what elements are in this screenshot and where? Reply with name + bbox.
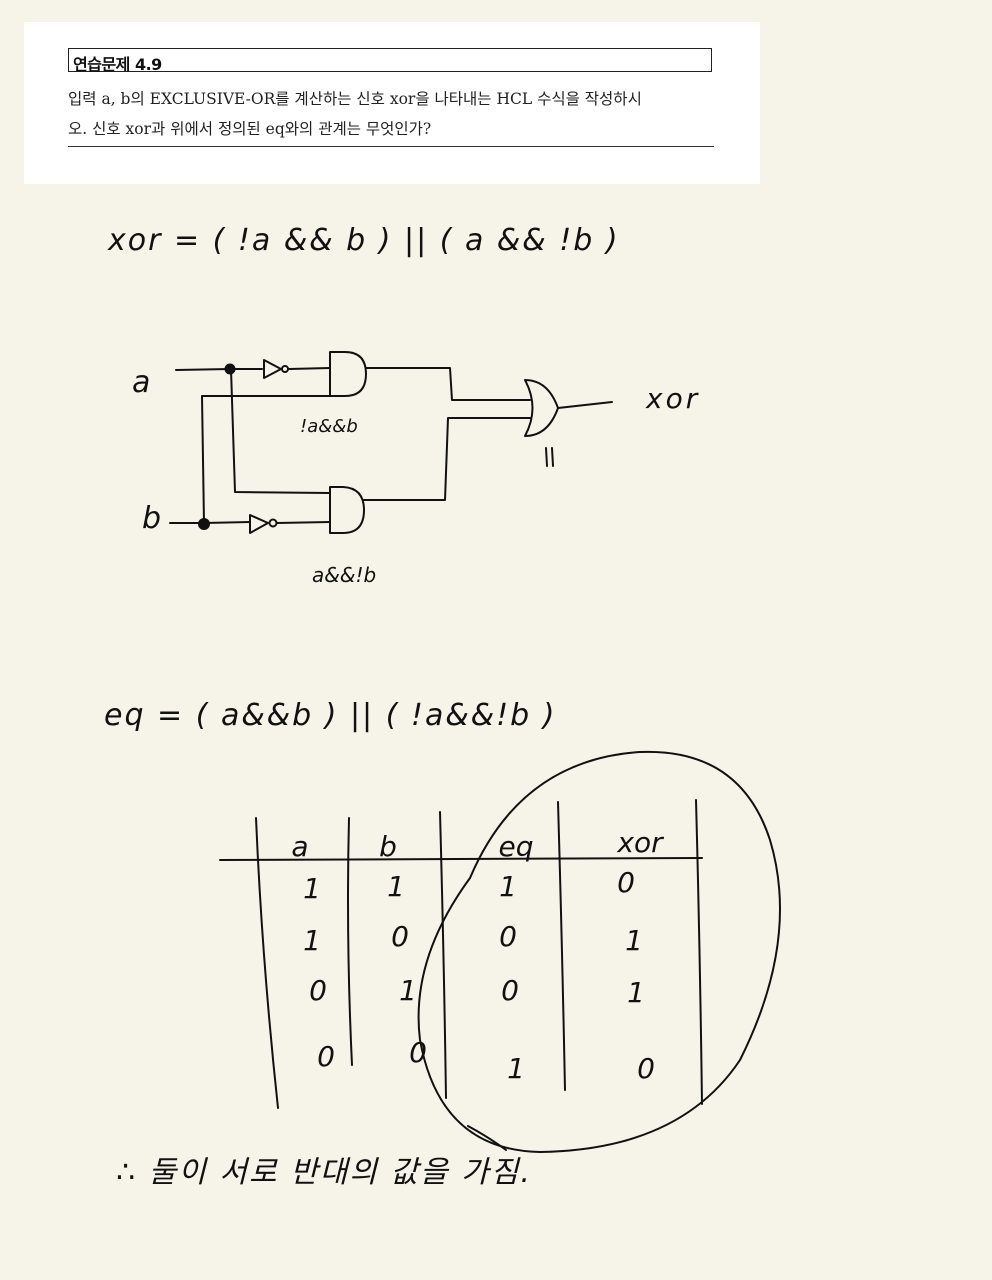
table-row-1-b: 1 xyxy=(387,870,405,903)
table-row-1-a: 1 xyxy=(303,872,321,905)
and-gate-upper xyxy=(329,351,367,397)
wire-lower-to-or xyxy=(363,417,531,501)
not-bubble-b xyxy=(268,518,278,528)
not-bubble-a xyxy=(281,365,289,373)
table-row-4-b: 0 xyxy=(409,1036,427,1069)
or-gate-mark xyxy=(545,447,554,467)
table-header-eq: eq xyxy=(499,830,534,863)
table-row-2-xor: 1 xyxy=(625,924,643,957)
table-row-2-a: 1 xyxy=(303,924,321,957)
table-header-xor: xor xyxy=(616,826,664,859)
truth-table-grid xyxy=(219,750,781,1153)
junction-b xyxy=(198,518,210,530)
upper-gate-label: !a&&b xyxy=(300,416,358,437)
or-gate-label: || xyxy=(568,465,569,467)
table-col-line-1 xyxy=(255,817,279,1109)
wire-upper-to-or xyxy=(365,367,531,401)
input-b-label: b xyxy=(142,501,161,536)
input-a-label: a xyxy=(132,365,150,400)
wire-a-main xyxy=(175,368,263,371)
table-col-line-2 xyxy=(347,817,353,1066)
not-gate-a xyxy=(263,359,282,379)
table-row-1-eq: 1 xyxy=(499,870,517,903)
problem-title: 연습문제 4.9 xyxy=(73,55,162,74)
table-header-b: b xyxy=(379,830,397,863)
circuit-diagram xyxy=(169,351,613,534)
problem-line-2: 오. 신호 xor과 위에서 정의된 eq와의 관계는 무엇인가? xyxy=(68,120,432,138)
wire-b-main xyxy=(169,521,251,524)
not-gate-b xyxy=(249,514,269,534)
wire-a-down xyxy=(230,368,331,494)
output-xor-label: xor xyxy=(645,382,700,415)
xor-expression: xor = ( !a && b ) || ( a && !b ) xyxy=(107,223,620,258)
table-header-line xyxy=(219,857,703,861)
table-col-line-5 xyxy=(695,799,703,1105)
table-row-3-xor: 1 xyxy=(627,976,645,1009)
or-gate xyxy=(524,379,559,437)
wire-not-b xyxy=(276,521,331,524)
table-row-3-a: 0 xyxy=(309,974,327,1007)
eq-expression: eq = ( a&&b ) || ( !a&&!b ) xyxy=(104,698,556,733)
table-row-4-eq: 1 xyxy=(507,1052,525,1085)
table-row-4-a: 0 xyxy=(317,1040,335,1073)
conclusion-text: ∴ 둘이 서로 반대의 값을 가짐. xyxy=(116,1155,532,1190)
table-row-3-eq: 0 xyxy=(501,974,519,1007)
problem-statement: 입력 a, b의 EXCLUSIVE-OR를 계산하는 신호 xor을 나타내는… xyxy=(68,84,728,144)
truth-table: a b eq xor 1 1 1 0 1 0 0 1 0 1 0 1 0 0 1… xyxy=(291,826,664,1085)
table-col-line-3 xyxy=(439,811,447,1099)
table-row-2-b: 0 xyxy=(391,920,409,953)
lower-gate-label: a&&!b xyxy=(312,563,376,587)
table-row-4-xor: 0 xyxy=(637,1052,655,1085)
wire-or-out xyxy=(557,401,613,409)
wire-b-up xyxy=(201,395,331,524)
table-header-a: a xyxy=(291,830,308,863)
problem-divider xyxy=(68,146,714,147)
and-gate-lower xyxy=(329,486,365,534)
highlight-circle xyxy=(417,750,781,1153)
problem-line-1: 입력 a, b의 EXCLUSIVE-OR를 계산하는 신호 xor을 나타내는… xyxy=(68,90,642,108)
highlight-circle-tail xyxy=(467,1125,507,1151)
table-row-3-b: 1 xyxy=(399,974,417,1007)
problem-card: 연습문제 4.9 입력 a, b의 EXCLUSIVE-OR를 계산하는 신호 … xyxy=(24,22,760,184)
problem-header-box: 연습문제 4.9 xyxy=(68,48,712,74)
table-row-2-eq: 0 xyxy=(499,920,517,953)
wire-not-a xyxy=(288,367,331,370)
junction-a xyxy=(224,363,236,375)
table-row-1-xor: 0 xyxy=(617,866,635,899)
table-col-line-4 xyxy=(557,801,566,1091)
